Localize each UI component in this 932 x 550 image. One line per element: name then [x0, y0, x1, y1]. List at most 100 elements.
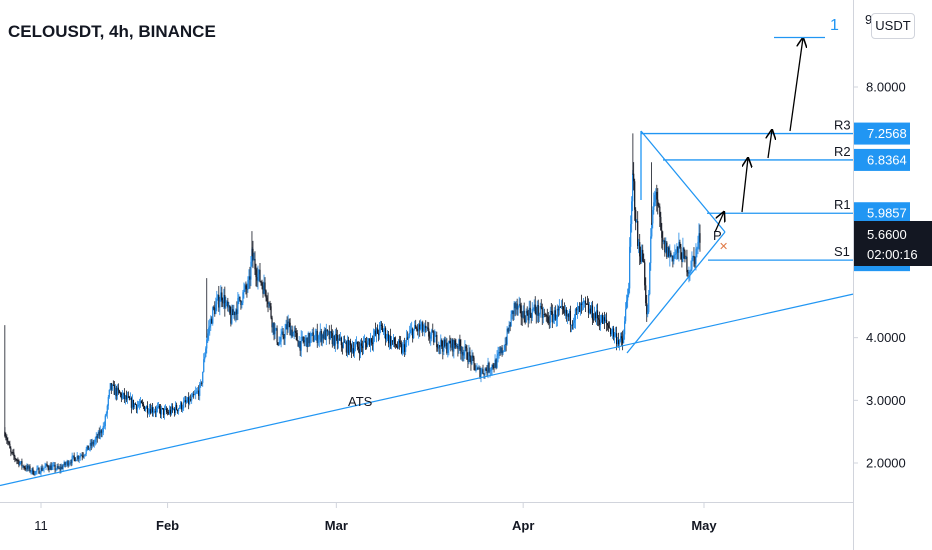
- candle-body: [239, 297, 240, 301]
- candle-body: [6, 438, 7, 441]
- candle-body: [250, 262, 251, 280]
- candle-body: [82, 455, 83, 456]
- candle-body: [382, 326, 383, 332]
- candle-body: [10, 448, 11, 452]
- candle-body: [475, 370, 476, 371]
- candle-body: [109, 390, 110, 397]
- candle-body: [260, 282, 261, 283]
- candle-body: [381, 325, 382, 326]
- candle-body: [624, 321, 625, 334]
- candle-body: [574, 320, 575, 323]
- level-name-s1: S1: [834, 244, 850, 259]
- candle-body: [606, 320, 607, 324]
- candle-body: [201, 383, 202, 384]
- candle-body: [696, 249, 697, 250]
- candle-body: [261, 283, 262, 286]
- price-tick-label: 4.0000: [866, 330, 906, 345]
- candle-body: [430, 335, 431, 339]
- candle-body: [19, 463, 20, 465]
- candle-body: [285, 329, 286, 338]
- candle-body: [686, 257, 687, 272]
- arrow-to-r2: [742, 158, 748, 212]
- candle-body: [254, 259, 255, 269]
- candle-body: [350, 341, 351, 345]
- pennant-upper-line: [641, 131, 725, 232]
- ascending-trendline[interactable]: [0, 294, 853, 485]
- candle-body: [502, 351, 503, 353]
- time-tick-label: Apr: [512, 518, 534, 533]
- candle-body: [76, 460, 77, 461]
- candle-body: [497, 354, 498, 356]
- candle-body: [511, 314, 512, 326]
- candle-body: [436, 335, 437, 347]
- candle-body: [51, 466, 52, 470]
- candle-body: [205, 349, 206, 357]
- candle-body: [209, 326, 210, 328]
- time-axis[interactable]: 11 Feb Mar Apr May: [34, 503, 717, 533]
- candle-body: [660, 217, 661, 230]
- candle-body: [42, 469, 43, 470]
- price-tick-label: 8.0000: [866, 80, 906, 95]
- candle-body: [138, 405, 139, 406]
- candle-body: [585, 301, 586, 304]
- candle-body: [282, 332, 283, 338]
- currency-button[interactable]: USDT: [871, 13, 915, 39]
- candle-body: [597, 310, 598, 318]
- candle-body: [105, 416, 106, 426]
- candle-body: [55, 469, 56, 470]
- candle-body: [434, 337, 435, 343]
- candle-body: [72, 456, 73, 463]
- candle-body: [449, 341, 450, 344]
- candle-body: [651, 223, 652, 236]
- candle-body: [185, 400, 186, 402]
- candle-body: [535, 305, 536, 311]
- candle-body: [297, 333, 298, 341]
- candle-body: [259, 270, 260, 282]
- candle-body: [86, 449, 87, 454]
- candle-body: [243, 290, 244, 293]
- candle-body: [179, 408, 180, 409]
- candle-body: [409, 333, 410, 337]
- candle-body: [279, 342, 280, 344]
- candle-body: [547, 316, 548, 317]
- candle-body: [466, 348, 467, 359]
- candle-body: [183, 402, 184, 408]
- candle-body: [598, 318, 599, 319]
- candle-body: [647, 312, 648, 314]
- candle-body: [161, 408, 162, 414]
- candle-body: [410, 330, 411, 333]
- candle-body: [336, 334, 337, 335]
- candle-body: [66, 464, 67, 465]
- candle-body: [204, 357, 205, 359]
- candle-body: [680, 247, 681, 259]
- candle-body: [469, 352, 470, 357]
- svg-text:02:00:16: 02:00:16: [867, 247, 918, 262]
- candle-body: [252, 249, 253, 261]
- svg-text:5.6600: 5.6600: [867, 227, 907, 242]
- candle-body: [139, 404, 140, 405]
- candle-body: [459, 340, 460, 347]
- candle-body: [270, 306, 271, 317]
- candle-body: [699, 233, 700, 243]
- candle-body: [408, 336, 409, 338]
- candle-body: [520, 304, 521, 305]
- candle-body: [400, 343, 401, 344]
- candle-body: [212, 307, 213, 323]
- candle-body: [441, 340, 442, 346]
- x-marker-icon: ✕: [719, 240, 728, 253]
- candle-body: [176, 405, 177, 410]
- candle-body: [4, 432, 5, 436]
- candle-body: [194, 394, 195, 395]
- pennant-pattern[interactable]: [627, 131, 725, 353]
- level-lines: R3R2R1S1: [641, 118, 853, 261]
- candle-body: [303, 337, 304, 341]
- level-name-r1: R1: [834, 197, 851, 212]
- level-name-r2: R2: [834, 144, 851, 159]
- candle-body: [628, 288, 629, 295]
- candle-body: [191, 397, 192, 400]
- candle-body: [611, 333, 612, 335]
- candle-body: [361, 343, 362, 345]
- candle-body: [556, 319, 557, 321]
- candle-body: [697, 242, 698, 249]
